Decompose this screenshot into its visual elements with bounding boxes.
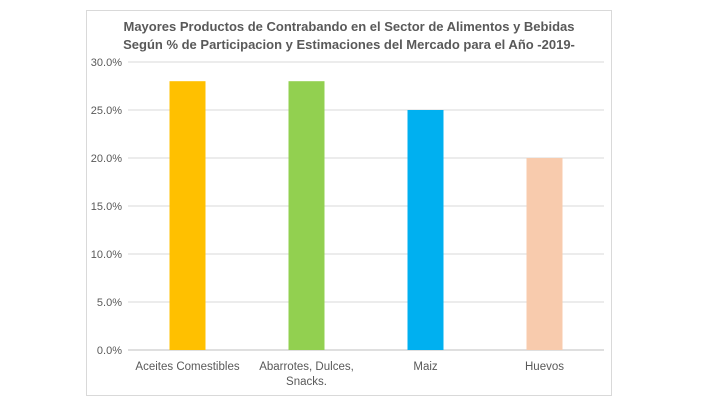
y-axis-tick-labels: 0.0% 5.0% 10.0% 15.0% 20.0% 25.0% 30.0% — [91, 57, 122, 357]
x-category-label: Abarrotes, Dulces, — [259, 361, 354, 373]
y-tick-label: 10.0% — [91, 249, 122, 261]
y-tick-label: 20.0% — [91, 153, 122, 165]
chart-title-line-2: Según % de Participacion y Estimaciones … — [123, 37, 575, 52]
x-category-label: Aceites Comestibles — [135, 361, 239, 373]
y-tick-label: 5.0% — [97, 297, 122, 309]
gridlines — [128, 61, 604, 351]
bar — [169, 81, 206, 350]
y-tick-label: 30.0% — [91, 57, 122, 69]
y-tick-label: 15.0% — [91, 201, 122, 213]
x-category-label: Huevos — [525, 361, 564, 373]
bars — [169, 81, 563, 350]
bar — [407, 110, 444, 350]
x-category-label: Maiz — [413, 361, 438, 373]
bar — [288, 81, 325, 350]
y-tick-label: 0.0% — [97, 345, 122, 357]
chart-title-line-1: Mayores Productos de Contrabando en el S… — [123, 19, 575, 34]
x-category-label: Snacks. — [286, 376, 327, 388]
x-axis-category-labels: Aceites Comestibles Abarrotes, Dulces, Sna… — [135, 361, 564, 388]
chart-title: Mayores Productos de Contrabando en el S… — [86, 18, 612, 54]
bar — [526, 158, 563, 350]
y-tick-label: 25.0% — [91, 105, 122, 117]
